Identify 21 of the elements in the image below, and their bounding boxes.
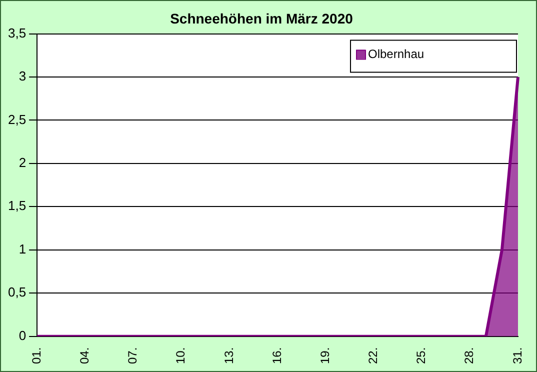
x-tick-label: 16. — [270, 347, 284, 364]
y-tick-label: 0,5 — [8, 284, 26, 300]
y-tick-label: 2,5 — [8, 112, 26, 127]
chart-title: Schneehöhen im März 2020 — [170, 10, 354, 26]
y-tick-label: 3,5 — [8, 25, 26, 40]
x-tick-label: 25. — [414, 347, 428, 364]
x-tick-label: 28. — [462, 347, 476, 364]
x-tick-label: 13. — [222, 347, 236, 364]
x-tick-label: 04. — [77, 347, 92, 364]
x-tick-label: 07. — [126, 347, 140, 364]
x-tick-label: 19. — [318, 347, 332, 364]
x-tick-label: 22. — [366, 347, 380, 364]
y-tick-label: 1 — [18, 241, 26, 256]
y-tick-label: 3 — [18, 68, 26, 84]
y-tick-label: 2 — [18, 155, 26, 170]
x-tick-label: 01. — [29, 347, 44, 364]
x-tick-label: 10. — [174, 347, 188, 364]
x-tick-label: 31. — [510, 347, 524, 364]
y-tick-label: 0 — [18, 328, 26, 343]
legend-label: Olbernhau — [368, 47, 424, 62]
y-tick-label: 1,5 — [8, 198, 26, 214]
